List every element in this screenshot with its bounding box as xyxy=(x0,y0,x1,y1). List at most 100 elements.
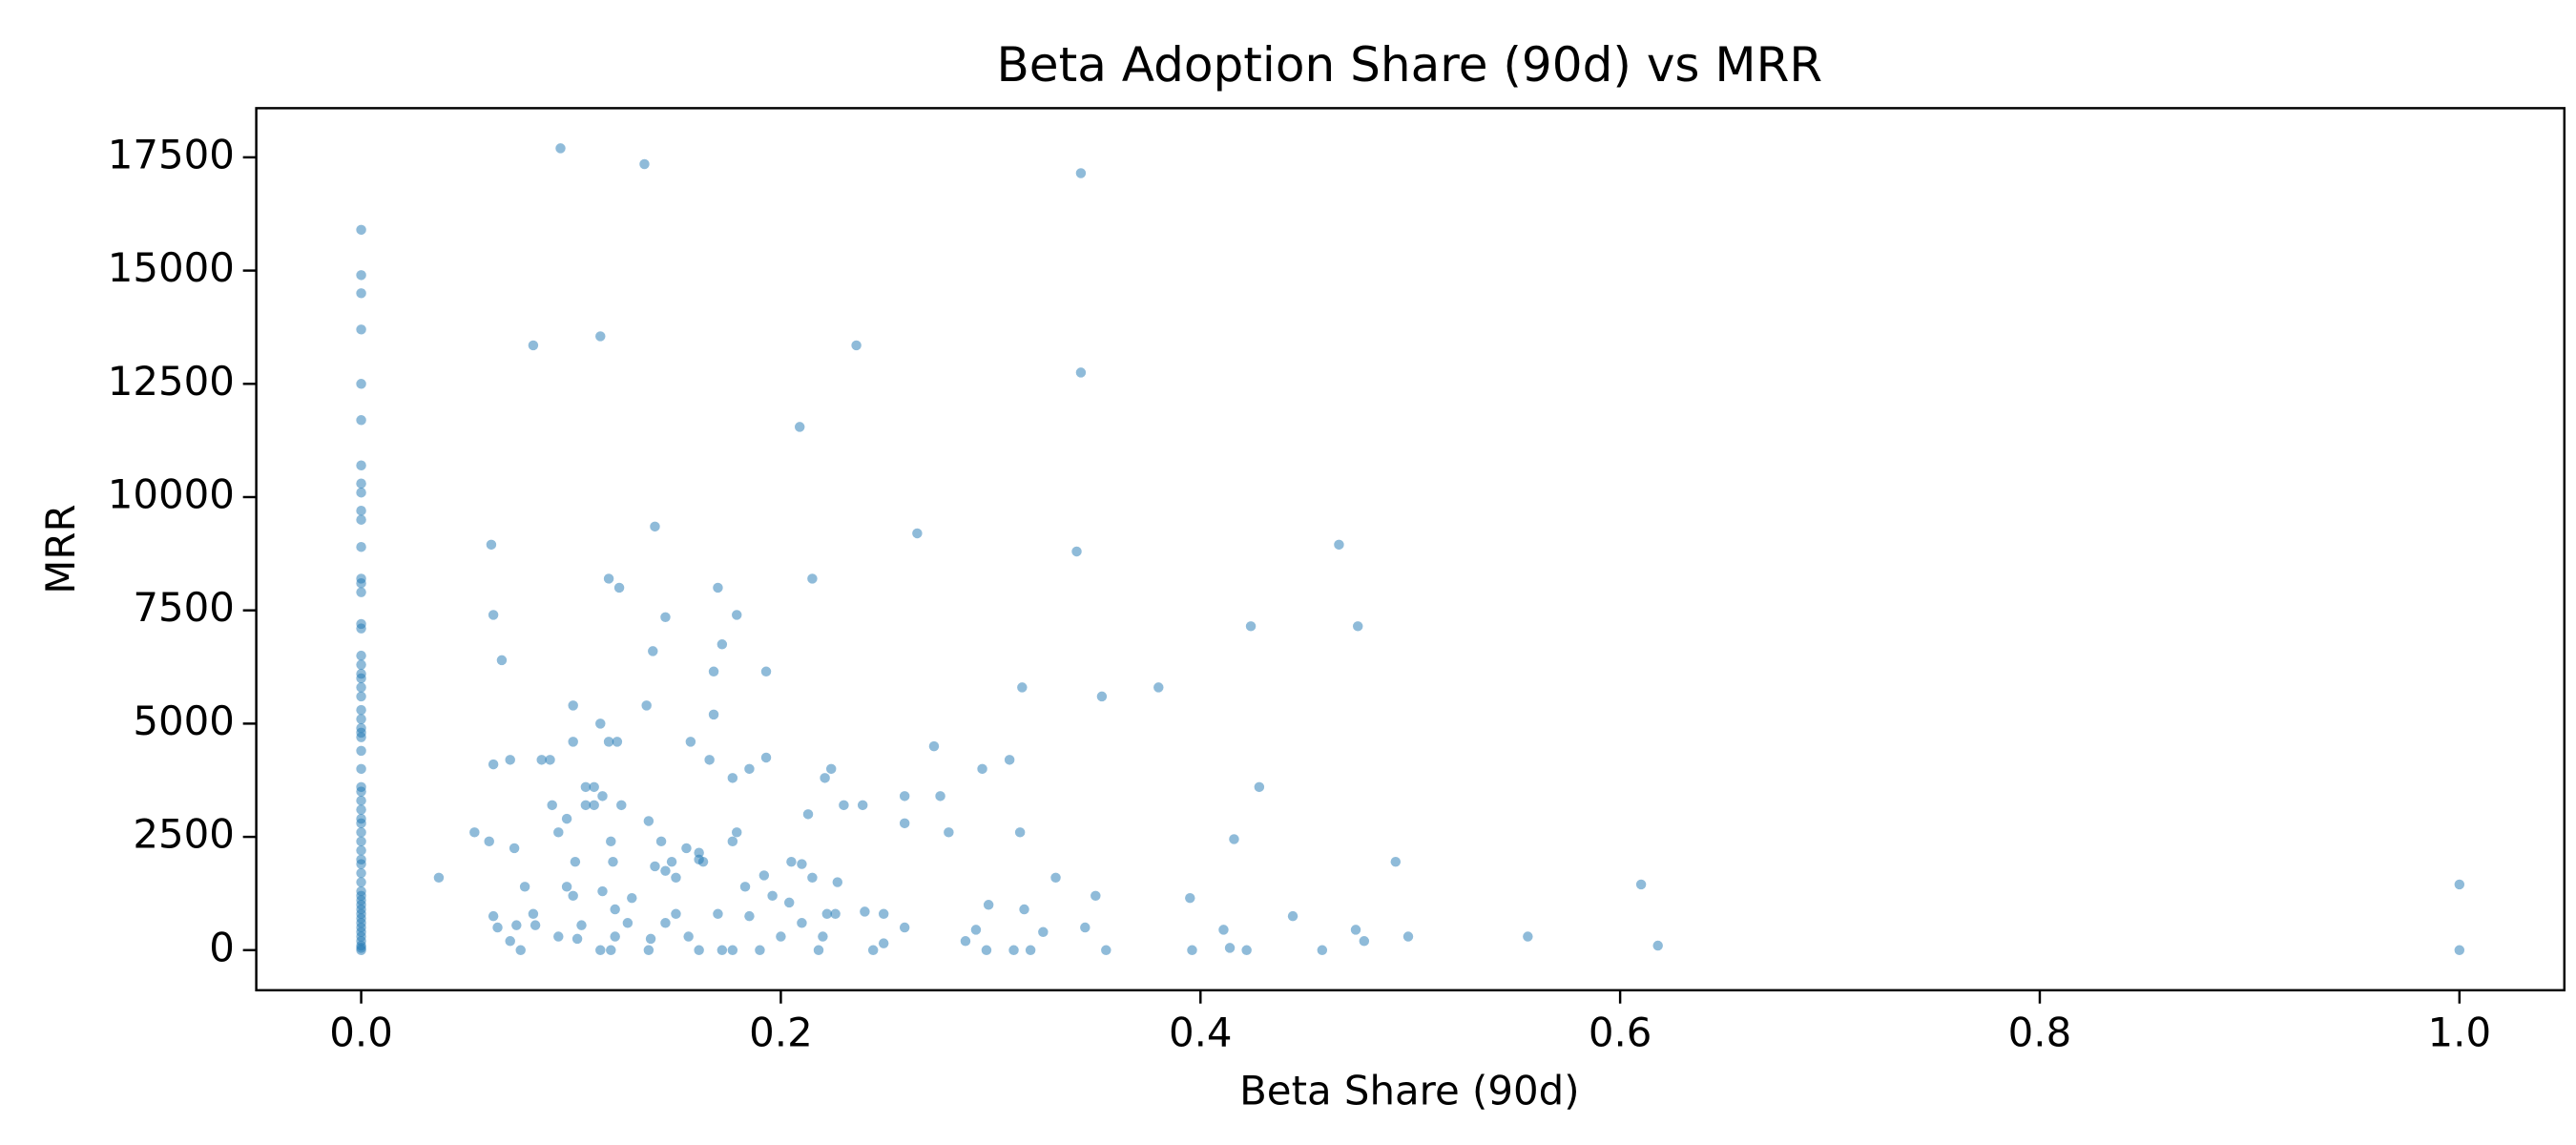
point xyxy=(1096,691,1108,702)
point xyxy=(469,827,480,838)
point xyxy=(509,843,520,854)
point xyxy=(732,610,742,620)
point xyxy=(356,379,366,389)
point xyxy=(1008,945,1019,956)
point xyxy=(970,925,982,935)
point xyxy=(568,890,578,902)
point xyxy=(981,945,992,956)
point xyxy=(683,931,694,942)
point xyxy=(356,587,366,597)
point xyxy=(1014,827,1026,838)
point xyxy=(727,836,738,847)
point xyxy=(960,936,971,947)
point xyxy=(511,920,522,930)
point xyxy=(1224,943,1236,953)
point xyxy=(1017,682,1028,693)
point xyxy=(488,610,499,620)
point xyxy=(681,843,692,854)
point xyxy=(613,582,625,593)
x-tick-label: 0.4 xyxy=(1169,1009,1233,1055)
point xyxy=(608,856,618,867)
point xyxy=(821,908,833,920)
point xyxy=(568,700,578,711)
point xyxy=(561,882,572,892)
point xyxy=(1071,546,1082,557)
point xyxy=(356,682,366,693)
point xyxy=(935,791,945,802)
point xyxy=(356,577,366,589)
point xyxy=(2454,879,2465,890)
point xyxy=(356,505,366,516)
point xyxy=(650,521,660,532)
x-tick-label: 0.2 xyxy=(749,1009,813,1055)
point xyxy=(488,910,499,922)
point xyxy=(616,800,627,811)
point xyxy=(648,646,658,656)
point xyxy=(561,813,572,824)
point xyxy=(641,700,652,711)
point xyxy=(704,755,715,765)
y-tick-label: 15000 xyxy=(108,244,235,291)
point xyxy=(1334,539,1344,551)
point xyxy=(1287,910,1298,922)
point xyxy=(660,612,671,623)
point xyxy=(356,795,366,806)
point xyxy=(1101,945,1111,956)
point xyxy=(595,945,606,956)
point xyxy=(612,737,623,747)
chart-title: Beta Adoption Share (90d) vs MRR xyxy=(996,37,1822,93)
point xyxy=(820,773,830,783)
point xyxy=(685,737,696,747)
point xyxy=(356,836,366,847)
x-axis-label: Beta Share (90d) xyxy=(1239,1067,1579,1114)
point xyxy=(356,673,366,684)
point xyxy=(851,340,862,351)
point xyxy=(727,945,738,956)
point xyxy=(767,890,778,902)
point xyxy=(1153,682,1164,693)
point xyxy=(356,786,366,797)
y-tick-label: 17500 xyxy=(108,131,235,177)
y-tick-label: 2500 xyxy=(133,811,235,858)
point xyxy=(356,650,366,661)
y-tick-label: 7500 xyxy=(133,584,235,631)
point xyxy=(488,759,499,770)
point xyxy=(928,740,940,752)
point xyxy=(555,143,566,154)
plot-frame xyxy=(255,107,2566,992)
point xyxy=(857,800,868,811)
point xyxy=(899,922,910,933)
point xyxy=(797,918,807,928)
point xyxy=(1523,931,1533,942)
point xyxy=(1050,872,1061,884)
point xyxy=(818,931,828,942)
point xyxy=(977,763,987,775)
y-tick-label: 0 xyxy=(209,924,235,970)
point xyxy=(1019,904,1029,915)
point xyxy=(643,945,654,956)
point xyxy=(356,659,366,670)
point xyxy=(807,872,818,884)
point xyxy=(1254,781,1265,793)
x-tick-label: 1.0 xyxy=(2428,1009,2492,1055)
point xyxy=(2454,945,2465,956)
point xyxy=(433,872,445,884)
point xyxy=(606,945,616,956)
x-tick-label: 0.8 xyxy=(2008,1009,2072,1055)
point xyxy=(694,945,704,956)
y-tick-label: 10000 xyxy=(108,470,235,517)
point xyxy=(356,478,366,489)
point xyxy=(356,867,366,879)
point xyxy=(760,752,772,763)
point xyxy=(356,487,366,498)
point xyxy=(899,818,910,829)
point xyxy=(496,655,508,666)
point xyxy=(603,737,614,747)
point xyxy=(660,918,671,928)
point xyxy=(356,541,366,552)
point xyxy=(505,936,515,947)
point xyxy=(505,755,515,765)
y-tick-label: 5000 xyxy=(133,697,235,744)
point xyxy=(732,827,742,838)
point xyxy=(1390,856,1402,867)
